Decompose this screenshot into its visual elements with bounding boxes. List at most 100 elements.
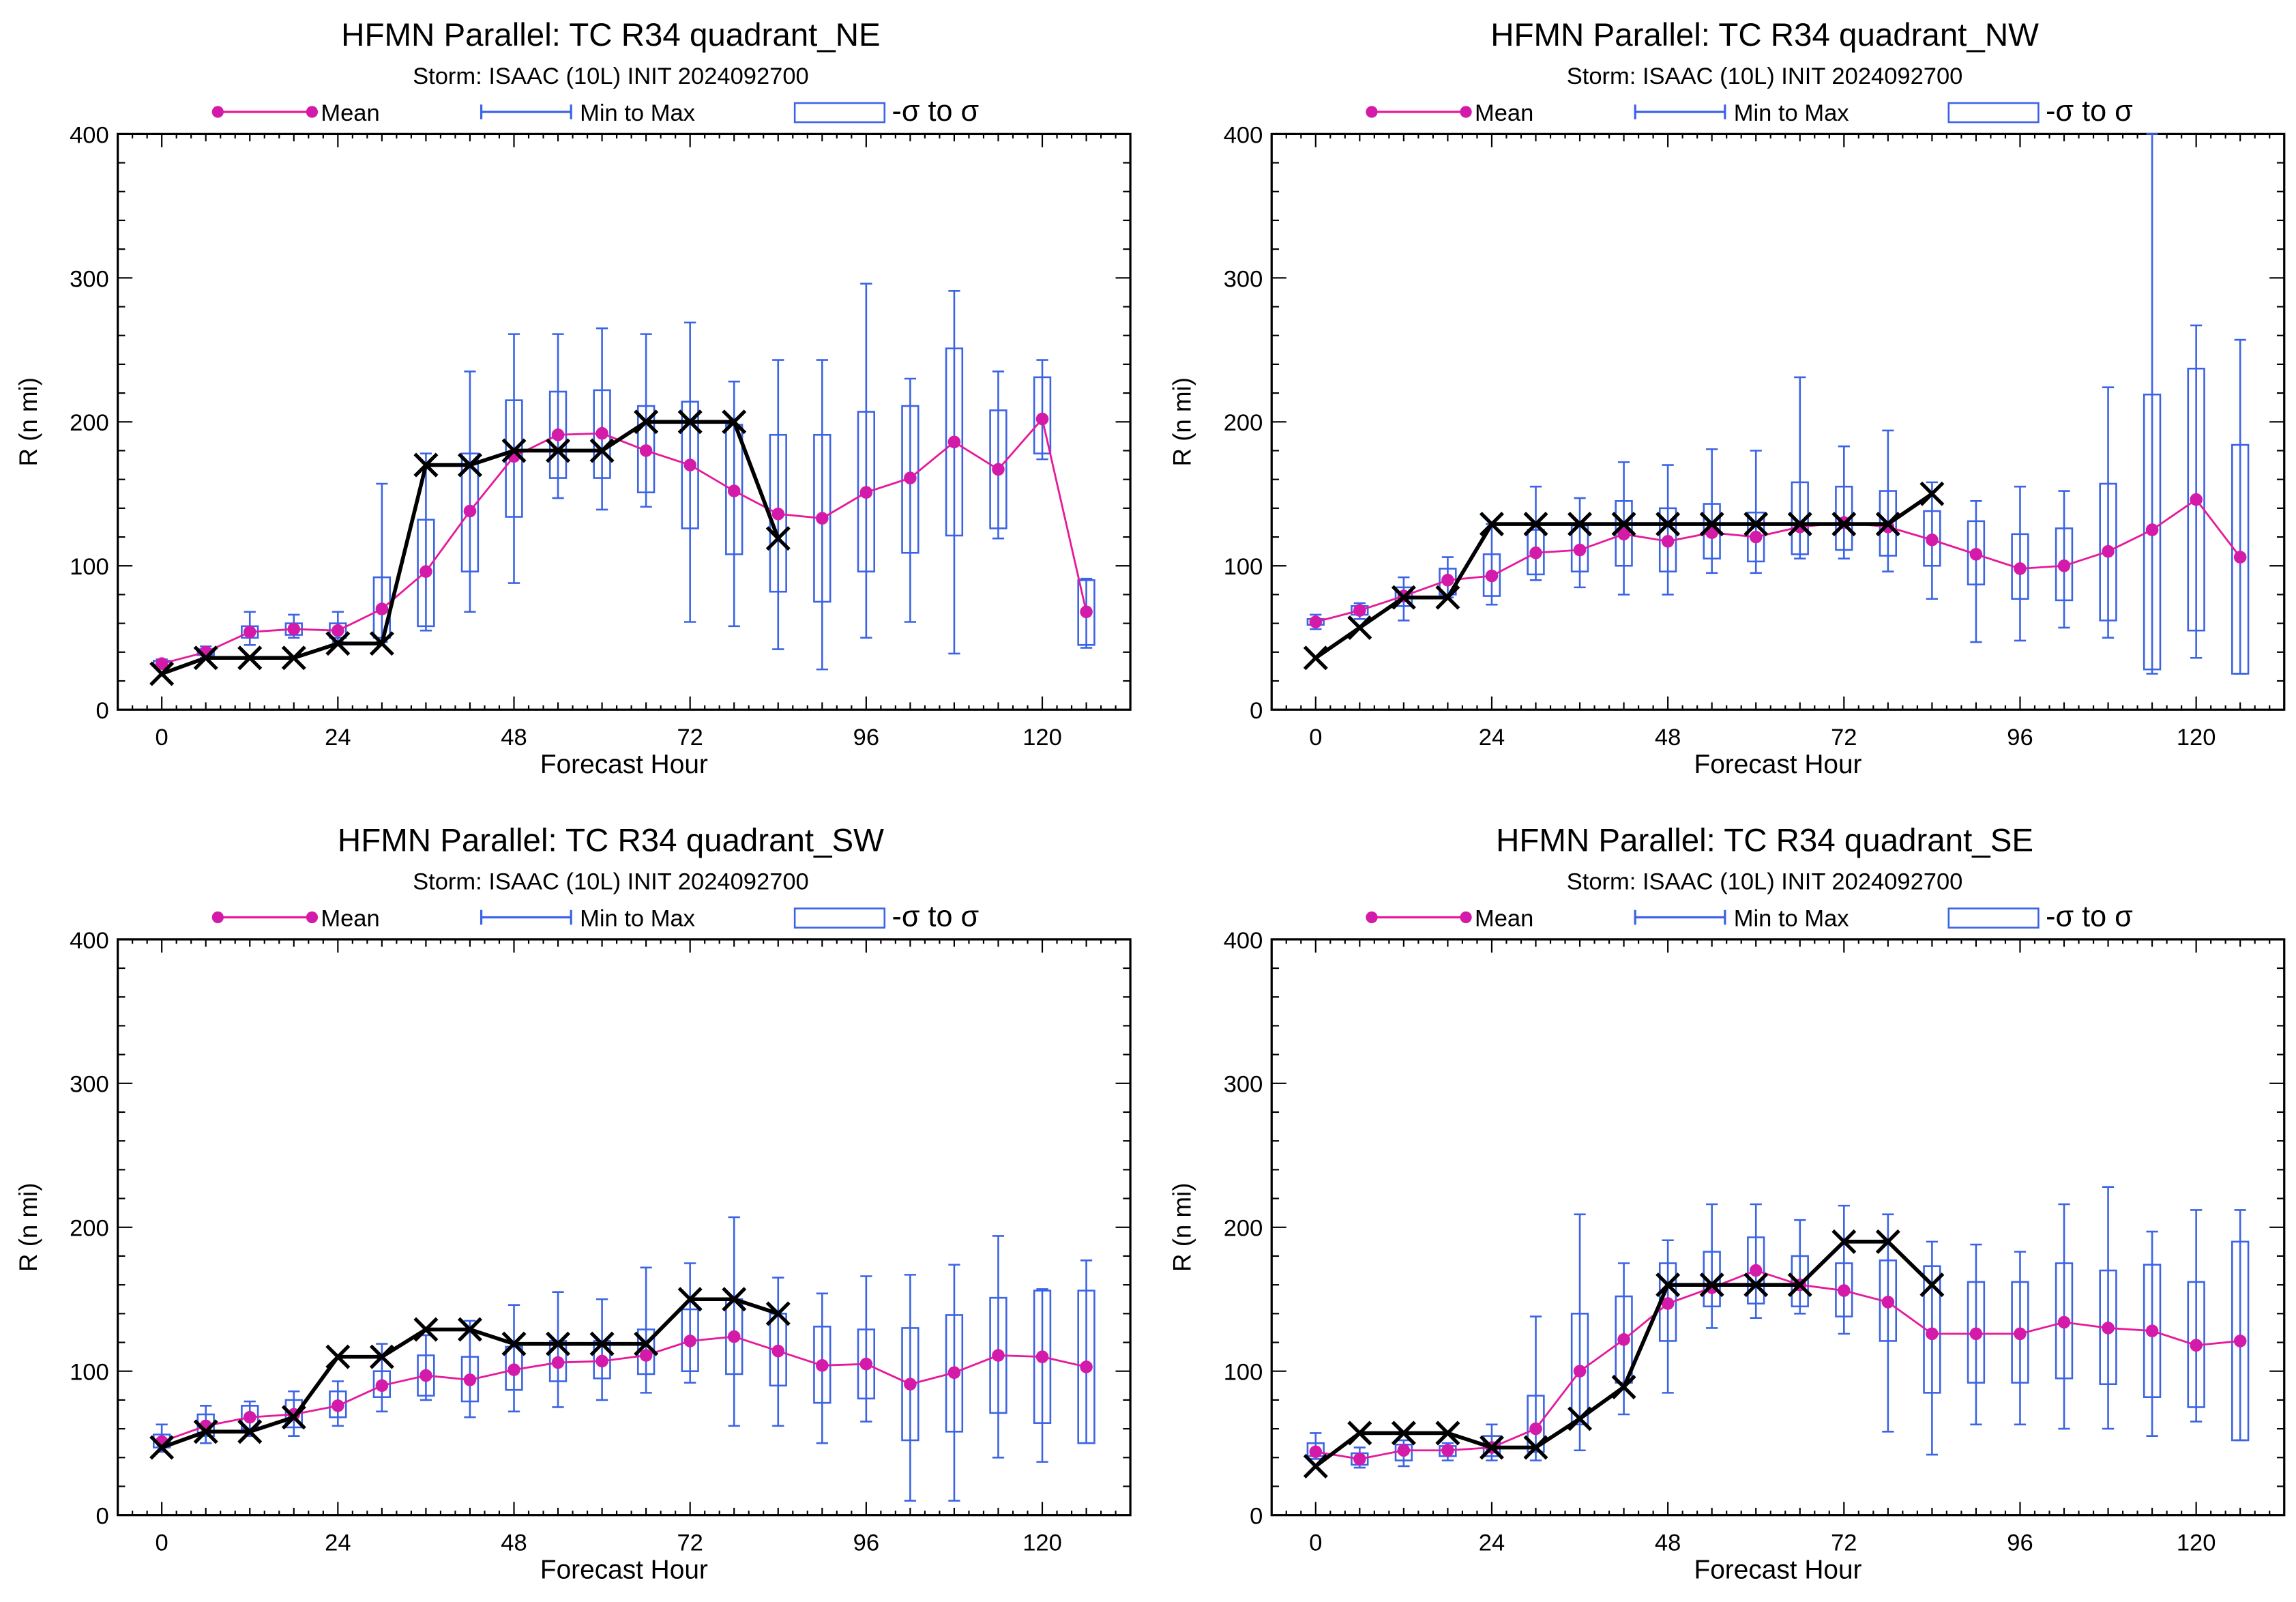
chart-title: HFMN Parallel: TC R34 quadrant_NW <box>1490 17 2039 53</box>
x-marker-stroke <box>1611 1374 1636 1399</box>
x-axis-label: Forecast Hour <box>1694 750 1862 779</box>
legend-range-label: Min to Max <box>1734 100 1849 126</box>
observed-x-marker <box>1699 1272 1724 1298</box>
y-tick-label: 400 <box>70 122 109 148</box>
mean-point <box>1035 1350 1049 1363</box>
y-tick-label: 100 <box>1224 1360 1263 1386</box>
mean-series-line <box>1315 498 2241 623</box>
x-axis-label: Forecast Hour <box>540 1555 708 1584</box>
mean-point <box>2190 1339 2203 1352</box>
legend-sigma-label: -σ to σ <box>892 95 980 128</box>
sigma-box <box>1747 1236 1765 1305</box>
x-axis-label: Forecast Hour <box>540 750 708 779</box>
observed-x-marker <box>1743 1272 1769 1298</box>
mean-point <box>1080 605 1093 619</box>
observed-x-marker <box>237 645 263 671</box>
mean-point <box>1353 1453 1366 1466</box>
x-marker-stroke <box>1611 512 1636 537</box>
mean-point <box>1926 533 1939 547</box>
x-tick-label: 0 <box>1309 1530 1322 1556</box>
mean-point <box>375 1379 389 1393</box>
legend-sigma-label: -σ to σ <box>892 900 980 933</box>
x-marker-stroke <box>677 1287 703 1312</box>
observed-x-marker <box>281 645 306 671</box>
sigma-box <box>989 409 1007 529</box>
x-marker-stroke <box>325 1344 351 1369</box>
x-marker-stroke <box>1831 512 1857 537</box>
chart-subtitle: Storm: ISAAC (10L) INIT 2024092700 <box>1567 869 1963 894</box>
observed-x-marker <box>546 1331 571 1356</box>
mean-series-line <box>161 417 1087 665</box>
mean-point <box>683 458 696 471</box>
x-marker-stroke <box>1655 1272 1681 1298</box>
observed-x-marker <box>1479 512 1504 537</box>
mean-point <box>1309 1445 1323 1459</box>
observed-x-marker <box>1787 1272 1812 1298</box>
mean-series-line <box>1315 1269 2241 1460</box>
x-tick-label: 72 <box>1831 725 1857 751</box>
mean-point <box>463 504 477 518</box>
x-tick-label: 0 <box>1309 725 1322 751</box>
x-marker-stroke <box>1919 481 1945 506</box>
chart-panel-4: HFMN Parallel: TC R34 quadrant_SE Storm: … <box>1168 822 2286 1584</box>
x-marker-stroke <box>501 1331 527 1356</box>
observed-x-marker <box>281 1405 306 1430</box>
x-marker-stroke <box>1919 1272 1945 1298</box>
mean-point <box>859 1357 873 1371</box>
mean-point <box>992 463 1005 476</box>
legend-range-label: Min to Max <box>580 905 695 931</box>
sigma-box <box>1967 1281 1986 1384</box>
observed-x-marker <box>413 452 439 478</box>
observed-x-marker <box>1347 1421 1372 1446</box>
x-marker-stroke <box>634 1331 659 1356</box>
x-marker-stroke <box>149 661 175 686</box>
legend-sigma-box <box>1947 102 2040 123</box>
sigma-box <box>1967 520 1986 585</box>
x-marker-stroke <box>413 1317 439 1342</box>
sigma-box <box>901 1327 919 1442</box>
mean-point <box>287 622 301 636</box>
mean-point <box>1969 1327 1983 1341</box>
x-marker-stroke <box>1787 512 1812 537</box>
mean-point <box>1573 543 1587 557</box>
legend-sigma-box <box>793 102 886 123</box>
chart-subtitle: Storm: ISAAC (10L) INIT 2024092700 <box>413 869 809 894</box>
x-marker-stroke <box>1875 1229 1900 1254</box>
x-marker-stroke <box>193 1419 218 1444</box>
observed-x-marker <box>1611 1374 1636 1399</box>
x-marker-stroke <box>1347 1421 1372 1446</box>
mean-point <box>332 1399 344 1412</box>
sigma-box <box>2143 393 2162 671</box>
mean-point <box>420 565 432 578</box>
mean-point <box>1617 1333 1630 1346</box>
x-marker-stroke <box>457 1317 482 1342</box>
legend-mean-label: Mean <box>321 100 379 126</box>
mean-point <box>771 508 785 521</box>
observed-x-marker <box>677 409 703 435</box>
observed-x-marker <box>1875 1229 1900 1254</box>
x-marker-stroke <box>1655 512 1681 537</box>
mean-point <box>1485 569 1499 583</box>
y-tick-label: 400 <box>1224 928 1263 954</box>
legend-mean-label: Mean <box>1475 905 1533 931</box>
observed-x-marker <box>1787 512 1812 537</box>
x-marker-stroke <box>1831 1229 1857 1254</box>
mean-point <box>1529 546 1542 559</box>
mean-point <box>507 1363 520 1376</box>
x-marker-stroke <box>722 1287 747 1312</box>
mean-point <box>155 657 168 670</box>
observed-x-marker <box>1568 512 1593 537</box>
mean-point <box>1529 1422 1542 1436</box>
x-marker-stroke <box>1568 512 1593 537</box>
mean-point <box>859 486 873 499</box>
sigma-box <box>1077 579 1095 646</box>
y-tick-label: 0 <box>95 698 108 724</box>
x-tick-label: 72 <box>1831 1530 1857 1556</box>
x-marker-stroke <box>1568 1406 1593 1431</box>
x-marker-stroke <box>765 526 791 551</box>
mean-point <box>904 1378 917 1390</box>
observed-x-marker <box>1743 512 1769 537</box>
mean-point <box>1749 530 1763 544</box>
mean-point <box>1309 615 1323 628</box>
legend-mean-dot <box>211 106 224 118</box>
